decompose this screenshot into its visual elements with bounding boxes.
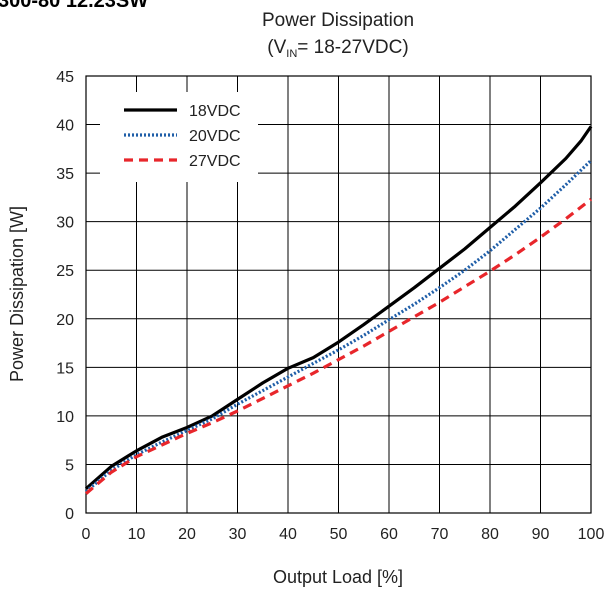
chart-subtitle-subscript: IN bbox=[286, 48, 297, 60]
y-axis-label: Power Dissipation [W] bbox=[7, 206, 27, 382]
x-tick-label: 50 bbox=[330, 526, 348, 543]
plot-frame bbox=[85, 75, 592, 514]
legend: 18VDC 20VDC 27VDC bbox=[124, 103, 241, 170]
page-header-text: 300-80 12.23SW bbox=[0, 0, 149, 12]
x-tick-label: 30 bbox=[229, 526, 247, 543]
y-tick-label: 45 bbox=[56, 69, 74, 86]
chart-subtitle-prefix: (V bbox=[267, 37, 286, 58]
grid bbox=[86, 76, 591, 513]
x-axis-ticks: 0 10 20 30 40 50 60 70 80 90 100 bbox=[82, 526, 605, 543]
y-tick-label: 20 bbox=[56, 312, 74, 329]
x-tick-label: 70 bbox=[431, 526, 449, 543]
y-tick-label: 35 bbox=[56, 166, 74, 183]
y-axis-ticks: 0 5 10 15 20 25 30 35 40 45 bbox=[56, 69, 74, 523]
chart-subtitle-suffix: = 18-27VDC) bbox=[297, 37, 408, 58]
legend-box bbox=[100, 92, 258, 182]
x-tick-label: 90 bbox=[532, 526, 550, 543]
series-line-18vdc bbox=[84, 125, 593, 490]
legend-label-27vdc: 27VDC bbox=[189, 153, 241, 170]
chart-subtitle: (VIN= 18-27VDC) bbox=[267, 37, 408, 60]
y-tick-label: 5 bbox=[65, 457, 74, 474]
x-tick-label: 80 bbox=[481, 526, 499, 543]
x-tick-label: 20 bbox=[178, 526, 196, 543]
x-tick-label: 60 bbox=[380, 526, 398, 543]
y-tick-label: 10 bbox=[56, 409, 74, 426]
legend-label-18vdc: 18VDC bbox=[189, 103, 241, 120]
x-tick-label: 40 bbox=[279, 526, 297, 543]
y-tick-label: 25 bbox=[56, 263, 74, 280]
y-tick-label: 15 bbox=[56, 360, 74, 377]
x-tick-label: 10 bbox=[128, 526, 146, 543]
chart-title: Power Dissipation bbox=[262, 10, 414, 31]
y-tick-label: 30 bbox=[56, 215, 74, 232]
x-tick-label: 100 bbox=[578, 526, 605, 543]
series-line-20vdc bbox=[84, 159, 593, 493]
series-lines bbox=[84, 125, 593, 495]
y-tick-label: 0 bbox=[65, 506, 74, 523]
legend-label-20vdc: 20VDC bbox=[189, 128, 241, 145]
y-tick-label: 40 bbox=[56, 118, 74, 135]
x-axis-label: Output Load [%] bbox=[273, 567, 403, 587]
x-tick-label: 0 bbox=[82, 526, 91, 543]
series-line-27vdc bbox=[84, 198, 592, 495]
